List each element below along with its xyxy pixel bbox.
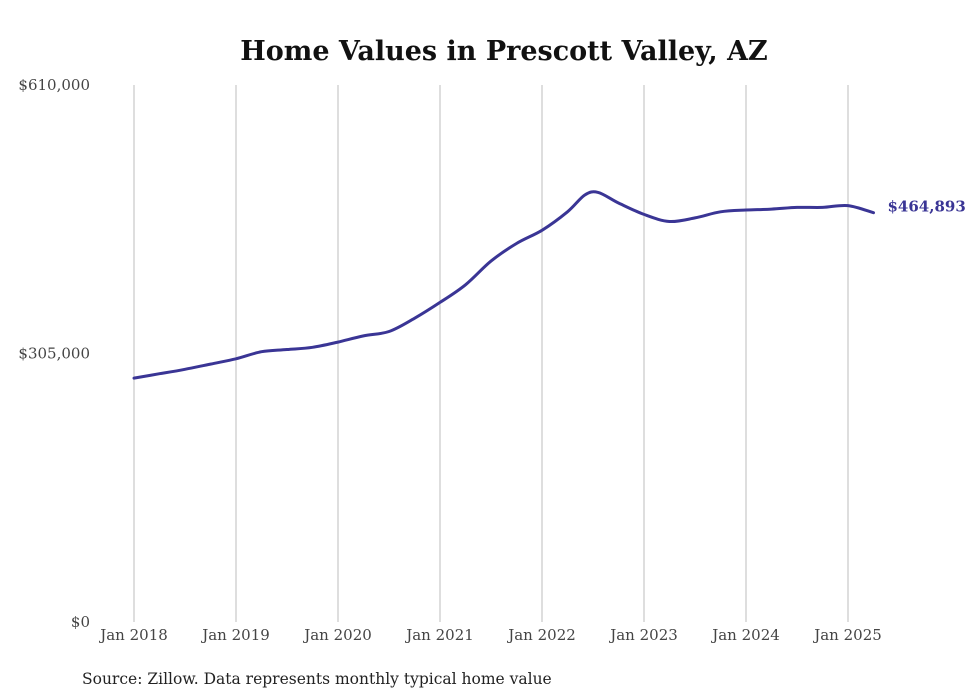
x-tick-label: Jan 2022 bbox=[506, 626, 576, 644]
y-tick-label: $0 bbox=[71, 613, 90, 631]
x-tick-label: Jan 2024 bbox=[710, 626, 780, 644]
grid-lines bbox=[133, 85, 849, 622]
chart-title: Home Values in Prescott Valley, AZ bbox=[240, 36, 768, 67]
x-tick-label: Jan 2019 bbox=[200, 626, 270, 644]
x-tick-label: Jan 2018 bbox=[98, 626, 168, 644]
source-note: Source: Zillow. Data represents monthly … bbox=[82, 670, 552, 688]
x-tick-label: Jan 2025 bbox=[812, 626, 882, 644]
y-tick-label: $305,000 bbox=[18, 345, 90, 363]
series-layer: $464,893 bbox=[132, 190, 966, 380]
x-axis-ticks: Jan 2018 Jan 2019 Jan 2020 Jan 2021 Jan 2022… bbox=[98, 626, 882, 644]
x-tick-label: Jan 2023 bbox=[608, 626, 678, 644]
y-axis-ticks: $0 $305,000 $610,000 bbox=[18, 76, 90, 631]
series-line-0 bbox=[132, 190, 875, 380]
end-value-label: $464,893 bbox=[888, 198, 966, 216]
y-tick-label: $610,000 bbox=[18, 76, 90, 94]
x-tick-label: Jan 2020 bbox=[302, 626, 372, 644]
x-tick-label: Jan 2021 bbox=[404, 626, 474, 644]
